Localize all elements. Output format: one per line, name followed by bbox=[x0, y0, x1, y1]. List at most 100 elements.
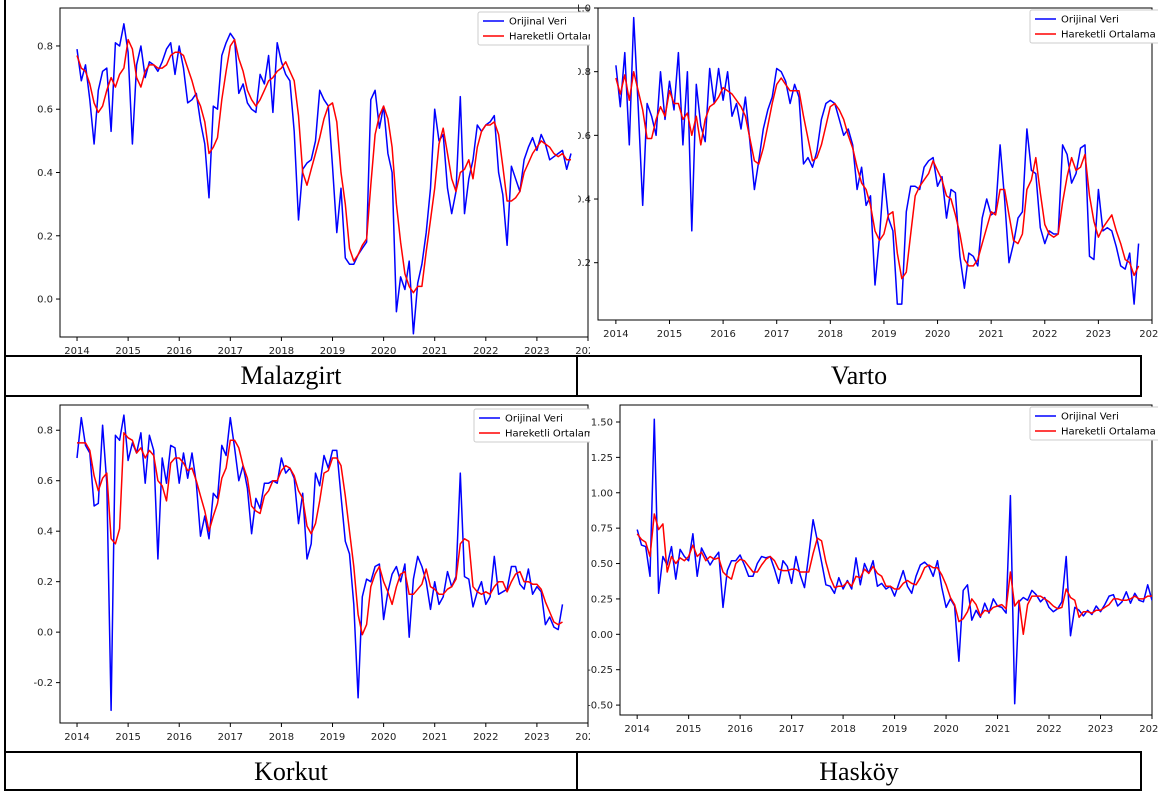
y-tick-label: 0.4 bbox=[37, 527, 53, 538]
x-tick-label: 2015 bbox=[115, 346, 140, 355]
x-tick-label: 2020 bbox=[933, 724, 958, 735]
series-line-moving-average bbox=[636, 513, 1152, 636]
x-tick-label: 2021 bbox=[422, 346, 447, 355]
caption-varto: Varto bbox=[830, 361, 888, 390]
y-tick-label: 0.6 bbox=[578, 131, 591, 142]
chart-svg-varto: 0.2 0.4 0.6 0.8 1.0 2014 2015 2016 2017 2018 2019 2… bbox=[578, 4, 1158, 340]
chart-malazgirt: 0.0 0.2 0.4 0.6 0.8 2014 2015 2016 2017 2018 2019 2… bbox=[6, 0, 590, 355]
y-tick-label: 0.8 bbox=[37, 41, 53, 52]
series-line-original bbox=[615, 16, 1140, 305]
x-tick-label: 2023 bbox=[524, 346, 549, 355]
x-tick-label: 2017 bbox=[218, 346, 243, 355]
x-tick-label: 2019 bbox=[320, 346, 345, 355]
x-tick-label: 2014 bbox=[603, 329, 628, 340]
y-tick-label: -0.2 bbox=[33, 678, 53, 689]
x-tick-label: 2014 bbox=[64, 346, 89, 355]
x-tick-label: 2024 bbox=[1139, 724, 1158, 735]
x-tick-label: 2019 bbox=[320, 732, 345, 743]
legend-box bbox=[473, 408, 590, 443]
x-tick-label: 2018 bbox=[818, 329, 843, 340]
y-tick-label: 0.50 bbox=[591, 559, 613, 570]
x-tick-label: 2022 bbox=[1032, 329, 1057, 340]
x-tick-label: 2024 bbox=[575, 346, 590, 355]
y-tick-label: 0.4 bbox=[578, 195, 591, 206]
x-tick-label: 2019 bbox=[871, 329, 896, 340]
y-tick-label: 1.50 bbox=[591, 417, 613, 428]
x-tick-label: 2024 bbox=[1139, 329, 1158, 340]
legend-label-moving-average: Hareketli Ortalama bbox=[1061, 427, 1156, 438]
plot-frame bbox=[59, 7, 589, 338]
legend-label-moving-average: Hareketli Ortalama bbox=[1061, 30, 1156, 41]
table-divider-middle-bottom bbox=[576, 752, 578, 791]
legend-box bbox=[1029, 9, 1158, 44]
table-border-right-bottom bbox=[1140, 752, 1142, 791]
legend-box bbox=[1029, 406, 1158, 441]
x-tick-label: 2018 bbox=[830, 724, 855, 735]
series-line-moving-average bbox=[615, 70, 1140, 280]
x-tick-label: 2017 bbox=[218, 732, 243, 743]
y-tick-label: 0.2 bbox=[37, 577, 53, 588]
table-hline-3 bbox=[4, 751, 1142, 753]
x-tick-label: 2021 bbox=[978, 329, 1003, 340]
table-border-right bbox=[1140, 356, 1142, 396]
caption-haskoy: Hasköy bbox=[819, 757, 899, 786]
x-tick-label: 2018 bbox=[269, 346, 294, 355]
x-tick-label: 2022 bbox=[473, 732, 498, 743]
x-tick-label: 2014 bbox=[64, 732, 89, 743]
table-divider-middle bbox=[576, 356, 578, 396]
x-tick-label: 2020 bbox=[371, 346, 396, 355]
y-tick-label: -0.50 bbox=[587, 701, 613, 712]
y-tick-label: 0.00 bbox=[591, 630, 613, 641]
y-tick-label: 0.2 bbox=[578, 258, 591, 269]
x-tick-label: 2017 bbox=[764, 329, 789, 340]
plot-frame bbox=[597, 7, 1153, 321]
table-hline-2 bbox=[4, 395, 1142, 397]
x-tick-label: 2014 bbox=[624, 724, 649, 735]
legend-label-original: Orijinal Veri bbox=[1061, 412, 1119, 423]
x-tick-label: 2015 bbox=[657, 329, 682, 340]
y-tick-label: 0.6 bbox=[37, 105, 53, 116]
x-tick-label: 2022 bbox=[473, 346, 498, 355]
x-tick-label: 2020 bbox=[925, 329, 950, 340]
y-tick-label: 0.75 bbox=[591, 524, 613, 535]
plot-frame bbox=[59, 404, 589, 724]
plot-frame bbox=[619, 404, 1153, 716]
x-tick-label: 2022 bbox=[1036, 724, 1061, 735]
x-tick-label: 2016 bbox=[166, 732, 191, 743]
x-tick-label: 2023 bbox=[1088, 724, 1113, 735]
y-tick-label: 0.8 bbox=[37, 426, 53, 437]
x-tick-label: 2019 bbox=[882, 724, 907, 735]
y-tick-label: 1.25 bbox=[591, 453, 613, 464]
legend-label-original: Orijinal Veri bbox=[505, 414, 563, 425]
x-tick-label: 2023 bbox=[1086, 329, 1111, 340]
table-hline-4 bbox=[4, 789, 1142, 791]
legend-box bbox=[477, 11, 590, 46]
series-line-moving-average bbox=[77, 432, 563, 636]
y-tick-label: 0.25 bbox=[591, 594, 613, 605]
series-line-original bbox=[636, 418, 1152, 705]
x-tick-label: 2018 bbox=[269, 732, 294, 743]
y-tick-label: 0.6 bbox=[37, 476, 53, 487]
x-tick-label: 2021 bbox=[985, 724, 1010, 735]
x-tick-label: 2015 bbox=[676, 724, 701, 735]
x-tick-label: 2016 bbox=[710, 329, 735, 340]
chart-svg-haskoy: -0.50 -0.25 0.00 0.25 0.50 0.75 1.00 1.25 1.50 20… bbox=[587, 404, 1158, 735]
y-tick-label: 0.2 bbox=[37, 231, 53, 242]
y-tick-label: 0.8 bbox=[578, 67, 591, 78]
chart-svg-korkut: -0.2 0.0 0.2 0.4 0.6 0.8 2014 2015 2016 2017 2018 2… bbox=[33, 404, 590, 743]
y-tick-label: 0.4 bbox=[37, 168, 53, 179]
caption-korkut: Korkut bbox=[254, 757, 328, 786]
series-line-original bbox=[76, 414, 564, 712]
x-tick-label: 2023 bbox=[524, 732, 549, 743]
legend-label-original: Orijinal Veri bbox=[1061, 15, 1119, 26]
y-tick-label: 0.0 bbox=[37, 628, 53, 639]
table-hline-1 bbox=[4, 355, 1142, 357]
caption-malazgirt: Malazgirt bbox=[240, 361, 342, 390]
chart-korkut: -0.2 0.0 0.2 0.4 0.6 0.8 2014 2015 2016 2017 2018 2… bbox=[6, 397, 590, 751]
x-tick-label: 2015 bbox=[115, 732, 140, 743]
legend-label-moving-average: Hareketli Ortalama bbox=[509, 32, 590, 43]
chart-varto: 0.2 0.4 0.6 0.8 1.0 2014 2015 2016 2017 2018 2019 2… bbox=[578, 0, 1158, 355]
x-tick-label: 2016 bbox=[727, 724, 752, 735]
legend-label-original: Orijinal Veri bbox=[509, 17, 567, 28]
chart-haskoy: -0.50 -0.25 0.00 0.25 0.50 0.75 1.00 1.25 1.50 20… bbox=[578, 397, 1158, 751]
